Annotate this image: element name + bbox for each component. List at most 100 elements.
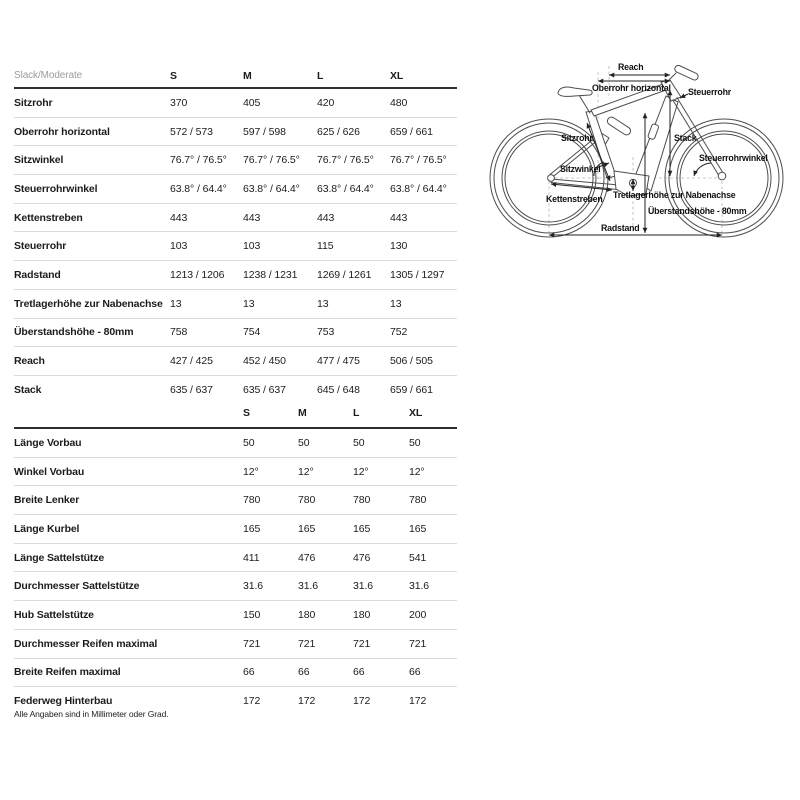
- row-value: 12°: [243, 465, 259, 478]
- row-value: 370: [170, 96, 188, 109]
- row-value: 115: [317, 240, 334, 253]
- row-value: 13: [243, 297, 255, 310]
- row-value: 758: [170, 326, 188, 339]
- row-value: 752: [390, 326, 408, 339]
- row-value: 480: [390, 96, 408, 109]
- row-label: Breite Lenker: [14, 494, 80, 507]
- row-value: 165: [353, 522, 371, 535]
- sitzrohr-arrow: [586, 122, 611, 182]
- row-value: 50: [353, 436, 365, 449]
- row-value: 1238 / 1231: [243, 268, 298, 281]
- row-value: 76.7° / 76.5°: [243, 154, 300, 167]
- table-row: Länge Sattelstütze 411 476 476 541: [14, 544, 457, 573]
- row-value: 635 / 637: [243, 383, 286, 396]
- row-value: 13: [390, 297, 402, 310]
- row-value: 66: [298, 666, 310, 679]
- row-value: 443: [170, 211, 188, 224]
- dimension-arrows: [549, 72, 722, 238]
- row-value: 443: [317, 211, 335, 224]
- row-value: 625 / 626: [317, 125, 360, 138]
- table-row: Sitzwinkel 76.7° / 76.5° 76.7° / 76.5° 76.7…: [14, 146, 457, 176]
- row-value: 200: [409, 608, 427, 621]
- row-value: 165: [243, 522, 261, 535]
- row-value: 63.8° / 64.4°: [317, 182, 374, 195]
- row-value: 31.6: [409, 580, 430, 593]
- column-header-s: S: [243, 407, 250, 419]
- label-steuerrohrwinkel: Steuerrohrwinkel: [699, 153, 768, 163]
- label-tretlagerhoehe: Tretlagerhöhe zur Nabenachse: [613, 190, 736, 200]
- row-value: 721: [243, 637, 261, 650]
- row-value: 50: [298, 436, 310, 449]
- row-value: 780: [243, 494, 261, 507]
- row-value: 420: [317, 96, 335, 109]
- table-row: Sitzrohr 370 405 420 480: [14, 89, 457, 118]
- row-value: 1269 / 1261: [317, 268, 372, 281]
- components-table-header: S M L XL: [14, 399, 457, 429]
- row-value: 50: [243, 436, 255, 449]
- front-dropout: [717, 171, 727, 181]
- row-value: 405: [243, 96, 261, 109]
- row-value: 76.7° / 76.5°: [317, 154, 374, 167]
- row-value: 180: [353, 608, 371, 621]
- row-label: Länge Vorbau: [14, 436, 82, 449]
- sitzwinkel-pointer: [595, 162, 610, 169]
- row-value: 130: [390, 240, 408, 253]
- table-row: Reach 427 / 425 452 / 450 477 / 475 506 / 50…: [14, 347, 457, 376]
- row-label: Sitzrohr: [14, 96, 53, 109]
- label-oberrohr-horizontal: Oberrohr horizontal: [592, 83, 671, 93]
- row-value: 66: [353, 666, 365, 679]
- geometry-table-header: Slack/Moderate S M L XL: [14, 64, 457, 89]
- components-table: S M L XL Länge Vorbau 50 50 50 50 Winkel Vorb…: [14, 399, 457, 715]
- table-row: Breite Reifen maximal 66 66 66 66: [14, 659, 457, 688]
- row-value: 1213 / 1206: [170, 268, 225, 281]
- table-row: Durchmesser Sattelstütze 31.6 31.6 31.6 31.6: [14, 572, 457, 602]
- row-value: 172: [353, 695, 371, 708]
- row-value: 635 / 637: [170, 383, 213, 396]
- row-value: 443: [243, 211, 261, 224]
- row-value: 63.8° / 64.4°: [390, 182, 447, 195]
- row-label: Federweg Hinterbau: [14, 695, 113, 708]
- row-value: 12°: [298, 465, 314, 478]
- table-row: Länge Vorbau 50 50 50 50: [14, 429, 457, 458]
- row-label: Durchmesser Sattelstütze: [14, 580, 140, 593]
- row-value: 13: [317, 297, 329, 310]
- row-value: 165: [298, 522, 316, 535]
- row-value: 476: [298, 551, 316, 564]
- table-row: Durchmesser Reifen maximal 721 721 721 721: [14, 630, 457, 659]
- row-value: 597 / 598: [243, 125, 286, 138]
- label-reach: Reach: [618, 62, 643, 72]
- row-label: Reach: [14, 355, 45, 368]
- geometry-table: Slack/Moderate S M L XL Sitzrohr 370 405 42…: [14, 64, 457, 404]
- table-row: Steuerrohrwinkel 63.8° / 64.4° 63.8° / 64.…: [14, 175, 457, 204]
- column-header-m: M: [243, 69, 252, 82]
- row-value: 721: [298, 637, 316, 650]
- row-label: Sitzwinkel: [14, 154, 64, 167]
- geometry-table-body: Sitzrohr 370 405 420 480 Oberrohr horizontal 5…: [14, 89, 457, 404]
- table-row: Winkel Vorbau 12° 12° 12° 12°: [14, 458, 457, 487]
- row-value: 63.8° / 64.4°: [243, 182, 300, 195]
- row-label: Hub Sattelstütze: [14, 608, 94, 621]
- label-kettenstreben: Kettenstreben: [546, 194, 603, 204]
- row-value: 753: [317, 326, 335, 339]
- column-header-xl: XL: [409, 407, 423, 419]
- row-value: 659 / 661: [390, 125, 433, 138]
- table-row: Federweg Hinterbau 172 172 172 172: [14, 687, 457, 715]
- row-value: 1305 / 1297: [390, 268, 445, 281]
- table-variant-label: Slack/Moderate: [14, 70, 83, 81]
- column-header-m: M: [298, 407, 307, 419]
- row-label: Steuerrohrwinkel: [14, 182, 98, 195]
- rear-shock: [606, 116, 632, 136]
- row-value: 76.7° / 76.5°: [170, 154, 227, 167]
- table-row: Breite Lenker 780 780 780 780: [14, 486, 457, 516]
- row-label: Breite Reifen maximal: [14, 666, 121, 679]
- fork: [672, 97, 725, 178]
- row-value: 12°: [353, 465, 369, 478]
- row-value: 165: [409, 522, 427, 535]
- chainstay: [550, 178, 620, 190]
- row-label: Länge Sattelstütze: [14, 551, 105, 564]
- row-label: Tretlagerhöhe zur Nabenachse: [14, 297, 163, 310]
- label-sitzrohr: Sitzrohr: [561, 133, 593, 143]
- row-value: 31.6: [298, 580, 319, 593]
- table-row: Länge Kurbel 165 165 165 165: [14, 515, 457, 544]
